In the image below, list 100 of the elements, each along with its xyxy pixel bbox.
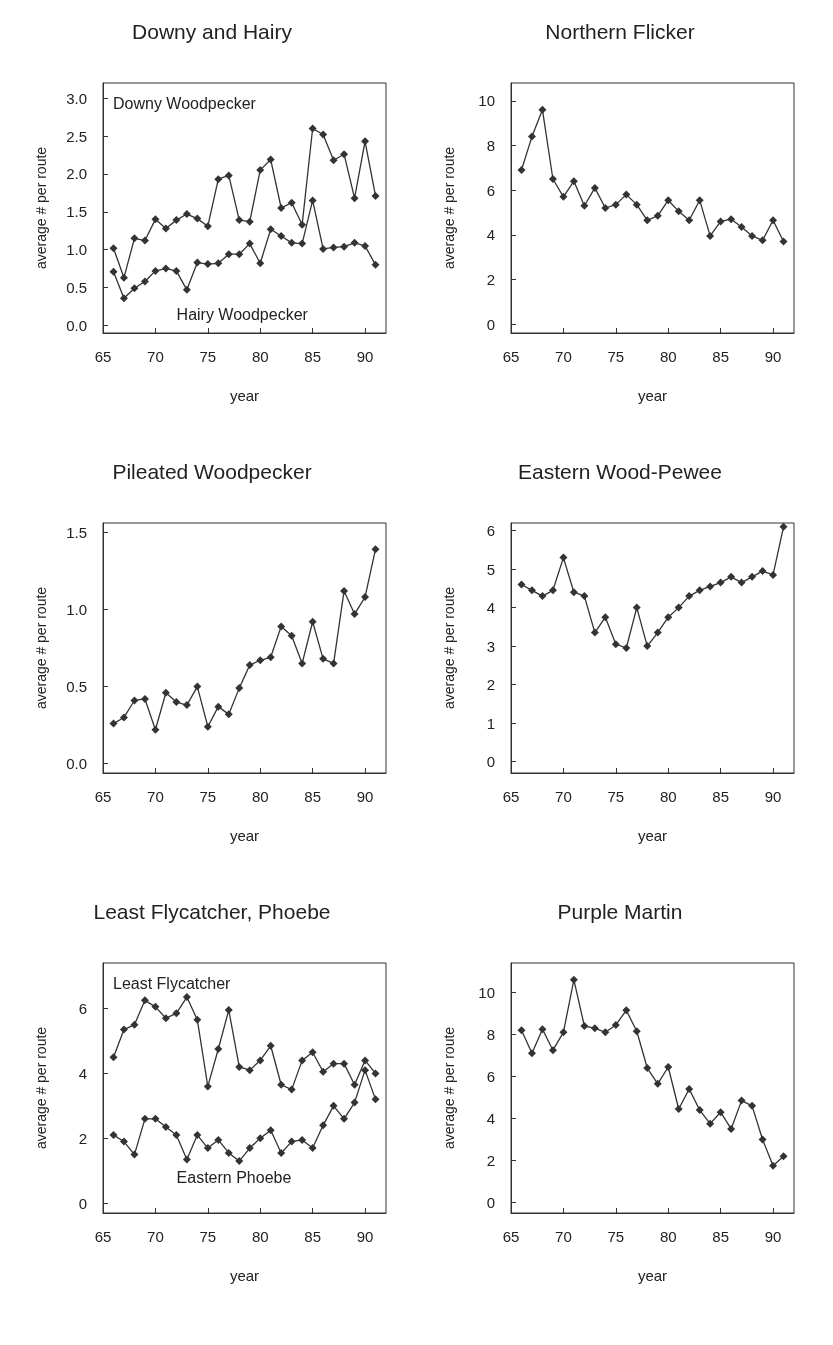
x-tick-label: 75: [199, 1228, 217, 1245]
point: [245, 1144, 254, 1153]
x-tick-label: 80: [251, 1228, 269, 1245]
x-tick-label: 70: [555, 1228, 572, 1245]
point: [266, 1126, 275, 1135]
x-tick-label: 80: [251, 788, 269, 805]
point: [632, 200, 641, 209]
x-axis-title: year: [637, 827, 668, 844]
x-axis-title: year: [229, 1267, 260, 1284]
point: [569, 177, 578, 186]
point: [664, 1062, 673, 1071]
point: [277, 1148, 286, 1157]
point: [287, 1137, 296, 1146]
point: [350, 1080, 359, 1089]
point: [548, 174, 557, 183]
x-tick-label: 85: [712, 348, 729, 365]
x-tick-label: 75: [607, 348, 625, 365]
point: [235, 216, 244, 225]
point: [266, 155, 275, 164]
x-tick-label: 65: [502, 348, 520, 365]
point: [340, 1059, 349, 1068]
point: [245, 660, 254, 669]
x-axis-title: year: [637, 387, 668, 404]
y-tick-label: 6: [78, 999, 87, 1017]
point: [277, 622, 286, 631]
point: [287, 238, 296, 247]
point: [308, 1048, 317, 1057]
x-tick-label: 80: [659, 348, 677, 365]
point: [203, 222, 212, 231]
y-axis-title: average # per route: [33, 586, 49, 710]
point: [758, 236, 767, 245]
x-tick-label: 90: [764, 788, 782, 805]
y-tick-label: 0: [486, 752, 495, 770]
point: [109, 267, 118, 276]
point: [224, 710, 233, 719]
point: [329, 659, 338, 668]
point: [119, 1025, 128, 1034]
y-tick-label: 1: [486, 714, 495, 732]
point: [590, 628, 599, 637]
y-axis-title: average # per route: [441, 1026, 457, 1150]
point: [214, 175, 223, 184]
y-tick-label: 6: [486, 181, 495, 199]
text: Downy Woodpecker: [113, 94, 257, 112]
point: [601, 204, 610, 212]
point: [329, 156, 338, 165]
point: [287, 1085, 296, 1094]
point: [172, 1009, 181, 1018]
y-tick-label: 2: [78, 1129, 87, 1147]
point: [361, 1066, 370, 1075]
y-tick-label: 4: [486, 599, 495, 617]
point: [350, 610, 359, 619]
point: [559, 192, 568, 201]
point: [653, 1079, 662, 1088]
y-tick-label: 4: [78, 1064, 87, 1082]
point: [193, 682, 202, 691]
point: [371, 191, 380, 200]
point: [674, 1105, 683, 1114]
x-tick-label: 70: [555, 348, 572, 365]
point: [590, 183, 599, 192]
point: [193, 258, 202, 267]
point: [235, 250, 244, 259]
point: [319, 1121, 328, 1130]
x-tick-label: 75: [199, 788, 217, 805]
x-tick-label: 65: [94, 348, 112, 365]
point: [235, 684, 244, 693]
point: [527, 586, 536, 595]
point: [517, 1026, 526, 1035]
point: [235, 1157, 244, 1166]
point: [727, 572, 736, 581]
point: [256, 259, 265, 268]
point: [371, 545, 380, 554]
series-label: Eastern Phoebe: [176, 1168, 292, 1186]
x-tick-label: 80: [659, 1228, 677, 1245]
point: [172, 266, 181, 275]
point: [193, 214, 202, 223]
point: [685, 216, 694, 225]
point: [119, 713, 128, 722]
y-tick-label: 0.0: [66, 755, 87, 773]
point: [214, 1045, 223, 1054]
point: [340, 1114, 349, 1123]
y-tick-label: 2: [486, 676, 495, 694]
point: [517, 166, 526, 175]
chart-title: Pileated Woodpecker: [112, 460, 312, 483]
point: [298, 1056, 307, 1065]
point: [119, 1137, 128, 1146]
point: [308, 196, 317, 205]
point: [256, 656, 265, 665]
chart-title: Northern Flicker: [545, 20, 695, 43]
point: [727, 215, 736, 224]
x-tick-label: 80: [659, 788, 677, 805]
point: [119, 294, 128, 303]
point: [203, 722, 212, 731]
point: [308, 1144, 317, 1153]
y-tick-label: 1.0: [66, 600, 87, 618]
point: [758, 1135, 767, 1144]
point: [653, 628, 662, 637]
point: [308, 617, 317, 626]
point: [298, 239, 307, 248]
point: [643, 216, 652, 225]
point: [622, 190, 631, 199]
